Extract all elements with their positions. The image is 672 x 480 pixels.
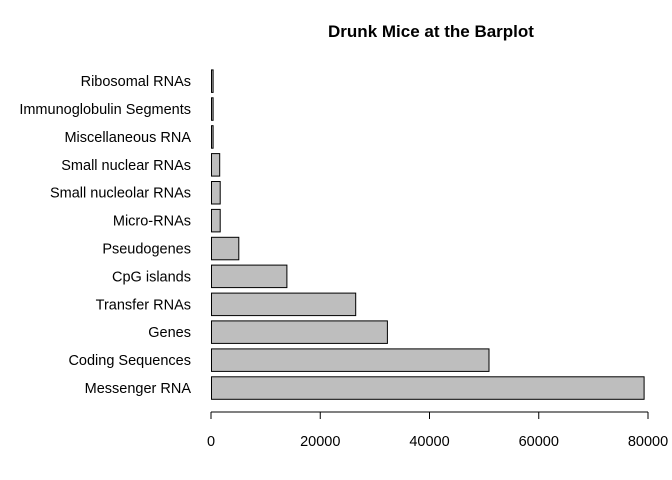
category-label: Messenger RNA xyxy=(85,381,192,397)
bars-group xyxy=(211,69,645,400)
bar-micro-rnas xyxy=(211,208,221,233)
bar-miscellaneous-rna xyxy=(211,125,214,149)
category-label: Micro-RNAs xyxy=(113,214,191,230)
category-label: Transfer RNAs xyxy=(96,297,191,313)
bar-immunoglobulin-segments xyxy=(211,97,214,121)
bar-small-nucleolar-rnas xyxy=(211,181,221,205)
x-tick-label: 0 xyxy=(207,434,215,450)
bar-coding-sequences xyxy=(211,348,490,372)
category-labels: Messenger RNA Coding Sequences Genes Transf… xyxy=(19,74,191,397)
category-label: CpG islands xyxy=(112,269,191,285)
category-label: Small nucleolar RNAs xyxy=(50,186,191,202)
category-label: Ribosomal RNAs xyxy=(81,74,191,90)
bar-genes xyxy=(211,320,388,344)
category-label: Immunoglobulin Segments xyxy=(19,102,191,118)
x-axis: 0 20000 40000 60000 80000 xyxy=(207,411,668,450)
x-tick-label: 60000 xyxy=(519,434,559,450)
x-tick-label: 20000 xyxy=(300,434,340,450)
category-label: Small nuclear RNAs xyxy=(61,158,191,174)
category-label: Miscellaneous RNA xyxy=(64,130,191,146)
x-tick-label: 40000 xyxy=(409,434,449,450)
category-label: Pseudogenes xyxy=(102,242,191,258)
bar-pseudogenes xyxy=(211,236,240,261)
bar-cpg-islands xyxy=(211,264,288,289)
bar-messenger-rna xyxy=(211,376,645,400)
x-tick-label: 80000 xyxy=(628,434,668,450)
bar-transfer-rnas xyxy=(211,292,357,317)
bar-ribosomal-rnas xyxy=(211,69,214,93)
category-label: Genes xyxy=(148,325,191,341)
chart-title: Drunk Mice at the Barplot xyxy=(328,22,534,41)
category-label: Coding Sequences xyxy=(68,353,191,369)
bar-small-nuclear-rnas xyxy=(211,153,221,177)
